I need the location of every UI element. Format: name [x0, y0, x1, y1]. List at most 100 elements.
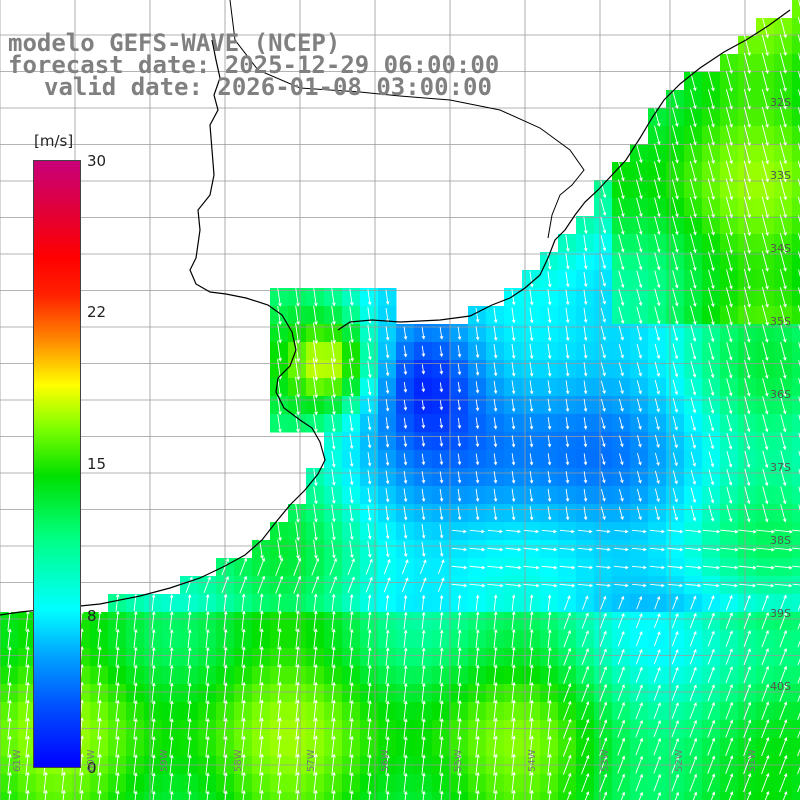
wind-arrow: [563, 612, 571, 630]
wind-arrow: [547, 699, 552, 722]
wind-arrow: [295, 503, 300, 523]
wind-arrow: [295, 358, 300, 381]
wind-arrow: [347, 576, 355, 593]
wind-arrow: [457, 629, 462, 648]
wind-arrow: [618, 595, 625, 610]
wind-arrow: [493, 399, 498, 412]
wind-arrow: [257, 557, 266, 576]
wind-arrow: [689, 773, 698, 792]
wind-arrow: [617, 773, 626, 792]
wind-arrow: [475, 506, 480, 521]
wind-arrow: [239, 557, 248, 576]
wind-cell: [792, 450, 800, 469]
wind-cell: [792, 72, 800, 91]
wind-arrow: [385, 629, 390, 648]
wind-cell: [792, 414, 800, 433]
wind-arrow: [403, 345, 408, 358]
wind-arrow: [205, 790, 210, 800]
wind-arrow: [797, 676, 800, 684]
wind-arrow: [97, 681, 102, 704]
wind-arrow: [257, 575, 266, 594]
wind-arrow: [779, 629, 787, 648]
wind-arrow: [654, 470, 660, 485]
wind-cell: [792, 540, 800, 559]
wind-arrow: [743, 52, 751, 74]
wind-arrow: [487, 529, 504, 534]
wind-arrow: [654, 325, 661, 342]
wind-arrow: [511, 717, 516, 740]
wind-arrow: [439, 718, 444, 740]
wind-arrow: [259, 699, 264, 722]
wind-arrow: [203, 576, 211, 594]
wind-arrow: [529, 271, 534, 288]
wind-arrow: [330, 357, 337, 381]
wind-arrow: [583, 380, 588, 395]
wind-arrow: [725, 630, 733, 647]
wind-arrow: [475, 488, 480, 503]
wind-cell: [792, 666, 800, 685]
wind-arrow: [600, 180, 607, 199]
wind-cell: [792, 0, 800, 19]
wind-arrow: [97, 646, 102, 667]
wind-arrow: [403, 435, 408, 448]
wind-arrow: [565, 325, 570, 342]
wind-arrow: [331, 681, 336, 704]
wind-arrow: [350, 790, 354, 800]
wind-arrow: [636, 471, 642, 484]
wind-arrow: [98, 789, 102, 800]
wind-arrow: [581, 648, 589, 666]
wind-arrow: [25, 628, 30, 649]
wind-arrow: [654, 452, 660, 466]
wind-arrow: [385, 417, 390, 430]
wind-arrow: [756, 565, 775, 570]
wind-arrow: [475, 471, 480, 484]
wind-arrow: [798, 378, 800, 386]
wind-arrow: [743, 196, 751, 219]
wind-arrow: [738, 547, 757, 552]
wind-arrow: [511, 380, 516, 395]
wind-arrow: [530, 789, 534, 800]
wind-arrow: [636, 215, 643, 235]
wind-arrow: [672, 397, 679, 413]
wind-cell: [792, 324, 800, 343]
wind-arrow: [565, 417, 570, 430]
wind-arrow: [511, 594, 516, 611]
wind-arrow: [61, 771, 66, 794]
wind-arrow: [761, 196, 769, 219]
wind-arrow: [97, 699, 102, 722]
wind-arrow: [493, 611, 498, 630]
wind-arrow: [599, 701, 608, 720]
wind-arrow: [331, 433, 336, 450]
wind-arrow: [295, 288, 300, 307]
wind-arrow: [653, 737, 661, 756]
wind-arrow: [761, 772, 770, 793]
wind-arrow: [349, 610, 354, 631]
wind-arrow: [690, 233, 697, 254]
wind-arrow: [331, 305, 336, 326]
wind-arrow: [313, 593, 318, 612]
wind-arrow: [421, 682, 426, 703]
wind-arrow: [761, 88, 769, 110]
model-title: modelo GEFS-WAVE (NCEP): [8, 29, 341, 57]
wind-arrow: [617, 701, 625, 720]
wind-arrow: [779, 594, 787, 611]
wind-arrow: [529, 771, 534, 794]
wind-arrow: [403, 470, 408, 484]
wind-arrow: [689, 648, 697, 665]
wind-arrow: [602, 791, 608, 800]
wind-cell: [666, 792, 685, 800]
wind-arrow: [421, 790, 426, 800]
wind-arrow: [761, 269, 769, 290]
wind-arrow: [313, 376, 318, 399]
wind-arrow: [617, 630, 625, 647]
wind-arrow: [541, 529, 557, 534]
wind-arrow: [457, 753, 462, 776]
wind-arrow: [779, 34, 787, 57]
wind-cell: [576, 792, 595, 800]
wind-arrow: [439, 524, 444, 539]
wind-arrow: [295, 593, 300, 612]
wind-arrow: [779, 16, 787, 39]
wind-cell: [792, 252, 800, 271]
wind-arrow: [475, 326, 480, 341]
wind-arrow: [349, 735, 354, 758]
